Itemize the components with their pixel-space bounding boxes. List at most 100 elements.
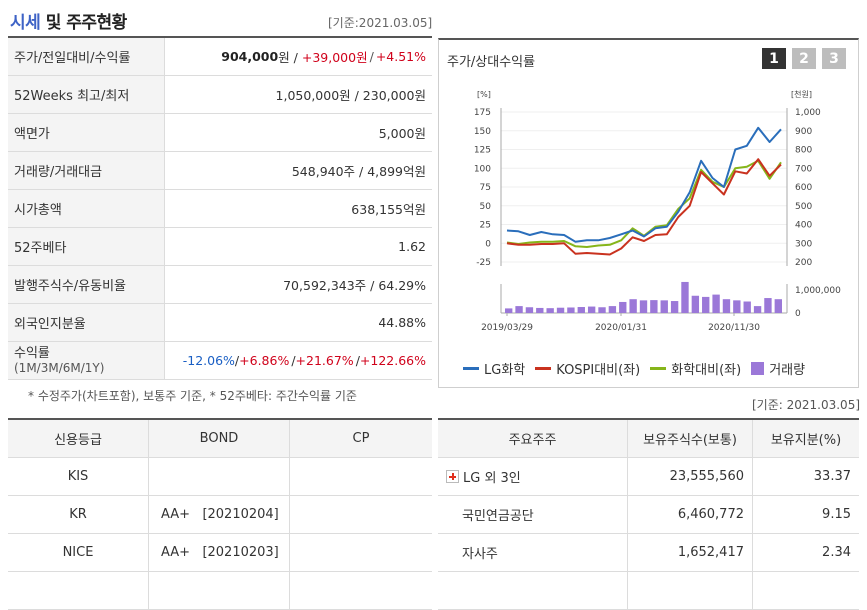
credit-agency: NICE [8, 534, 149, 571]
left-tick-label: 100 [474, 164, 491, 174]
table-row: KR AA+ [20210204] [8, 496, 432, 534]
holder-name [438, 572, 628, 609]
legend-item-kospi[interactable]: KOSPI대비(좌) [535, 359, 640, 378]
volume-bar [733, 300, 741, 313]
volume-bar [536, 307, 544, 313]
value-52weeks: 1,050,000원 / 230,000원 [275, 88, 426, 103]
holders-header-row: 주요주주 보유주식수(보통) 보유지분(%) [438, 420, 859, 458]
holder-name: LG 외 3인 [463, 471, 521, 486]
price-change-pct: +4.51% [375, 49, 426, 64]
returns-sep-1: / [234, 353, 240, 368]
row-52weeks: 52Weeks 최고/최저 1,050,000원 / 230,000원 [8, 76, 432, 114]
credit-agency: KIS [8, 458, 149, 495]
return-3m: +6.86% [239, 353, 290, 368]
left-axis-unit: [%] [477, 90, 491, 99]
left-tick-label: 75 [480, 183, 491, 193]
x-tick-label: 2020/11/30 [708, 323, 760, 333]
table-row: 국민연금공단 6,460,772 9.15 [438, 496, 859, 534]
value-beta: 1.62 [398, 239, 426, 254]
returns-sep-2: / [291, 353, 296, 368]
label-market-cap: 시가총액 [8, 190, 165, 227]
volume-bar [546, 308, 554, 313]
label-face-value: 액면가 [8, 114, 165, 151]
row-foreign: 외국인지분율 44.88% [8, 304, 432, 342]
holder-name: 자사주 [438, 534, 628, 571]
chart-legend: LG화학 KOSPI대비(좌) 화학대비(좌) 거래량 [463, 359, 805, 378]
credit-bond [149, 572, 290, 609]
legend-item-chem[interactable]: 화학대비(좌) [650, 359, 741, 378]
label-returns: 수익률 (1M/3M/6M/1Y) [8, 342, 165, 379]
holder-shares: 6,460,772 [628, 496, 753, 533]
row-returns: 수익률 (1M/3M/6M/1Y) -12.06% / +6.86% / +21.6… [8, 342, 432, 380]
left-tick-label: 150 [474, 127, 491, 137]
credit-agency: KR [8, 496, 149, 533]
volume-bar [681, 281, 689, 313]
legend-item-lg[interactable]: LG화학 [463, 359, 525, 378]
volume-bar [639, 300, 648, 313]
right-tick-label: 200 [795, 258, 812, 268]
volume-bar [691, 295, 700, 313]
volume-bar [598, 307, 606, 313]
chart-tabs: 1 2 3 [762, 48, 846, 69]
label-shares: 발행주식수/유동비율 [8, 266, 165, 303]
volume-bar [556, 307, 565, 313]
volume-bar [567, 307, 575, 313]
chart-title: 주가/상대수익률 [447, 55, 536, 70]
legend-swatch [751, 362, 765, 375]
return-1y: +122.66% [359, 353, 426, 368]
chart-tab-1[interactable]: 1 [762, 48, 786, 69]
right-tick-label: 1,000 [795, 108, 821, 118]
value-volume: 548,940주 / 4,899억원 [291, 164, 426, 179]
table-row: NICE AA+ [20210203] [8, 534, 432, 572]
chart-panel: 주가/상대수익률 1 2 3 [%] [천원] 175 150 125 100 75 50 25… [438, 38, 859, 388]
credit-bond: AA+ [20210204] [149, 496, 290, 533]
legend-label: 거래량 [769, 363, 806, 378]
value-foreign: 44.88% [378, 315, 426, 330]
legend-label: 화학대비(좌) [671, 363, 742, 378]
price-chart: [%] [천원] 175 150 125 100 75 50 25 0 -25 1,000 900 800… [474, 89, 841, 333]
right-tick-label: 700 [795, 164, 812, 174]
label-52weeks: 52Weeks 최고/최저 [8, 76, 165, 113]
legend-swatch [463, 367, 479, 370]
credit-agency [8, 572, 149, 609]
price-summary-table: 주가/전일대비/수익률 904,000 원 / +39,000원 / +4.51… [8, 36, 432, 380]
legend-item-volume[interactable]: 거래량 [751, 359, 805, 378]
legend-swatch [535, 367, 552, 370]
value-market-cap: 638,155억원 [351, 202, 426, 217]
holder-shares [628, 572, 753, 609]
volume-bar [629, 299, 637, 313]
row-market-cap: 시가총액 638,155억원 [8, 190, 432, 228]
volume-bar [774, 299, 782, 313]
volume-bar [743, 301, 751, 313]
holder-shares: 1,652,417 [628, 534, 753, 571]
credit-cp [290, 534, 432, 571]
table-row [438, 572, 859, 610]
holder-pct: 2.34 [822, 545, 851, 560]
legend-label: KOSPI대비(좌) [556, 363, 641, 378]
row-volume: 거래량/거래대금 548,940주 / 4,899억원 [8, 152, 432, 190]
credit-cp [290, 572, 432, 609]
section-title-rest: 및 주주현황 [40, 13, 128, 33]
label-beta: 52주베타 [8, 228, 165, 265]
label-volume: 거래량/거래대금 [8, 152, 165, 189]
row-shares: 발행주식수/유동비율 70,592,343주 / 64.29% [8, 266, 432, 304]
value-price: 904,000 원 / +39,000원 / +4.51% [165, 38, 432, 75]
value-face-value: 5,000원 [378, 126, 426, 141]
expand-plus-icon[interactable] [446, 470, 459, 483]
volume-tick-label: 1,000,000 [795, 286, 841, 296]
holders-header-shares: 보유주식수(보통) [628, 420, 753, 457]
chart-tab-3[interactable]: 3 [822, 48, 846, 69]
table-row: 자사주 1,652,417 2.34 [438, 534, 859, 572]
series-line [506, 126, 782, 243]
left-tick-label: -25 [476, 258, 491, 268]
chart-tab-2[interactable]: 2 [792, 48, 816, 69]
credit-bond: AA+ [20210203] [149, 534, 290, 571]
holder-pct: 9.15 [822, 507, 851, 522]
holder-pct [753, 572, 859, 609]
credit-header-row: 신용등급 BOND CP [8, 420, 432, 458]
holder-pct: 33.37 [813, 469, 851, 484]
volume-bar [619, 301, 627, 313]
label-foreign: 외국인지분율 [8, 304, 165, 341]
x-tick-label: 2019/03/29 [481, 323, 533, 333]
volume-bar [650, 300, 658, 313]
